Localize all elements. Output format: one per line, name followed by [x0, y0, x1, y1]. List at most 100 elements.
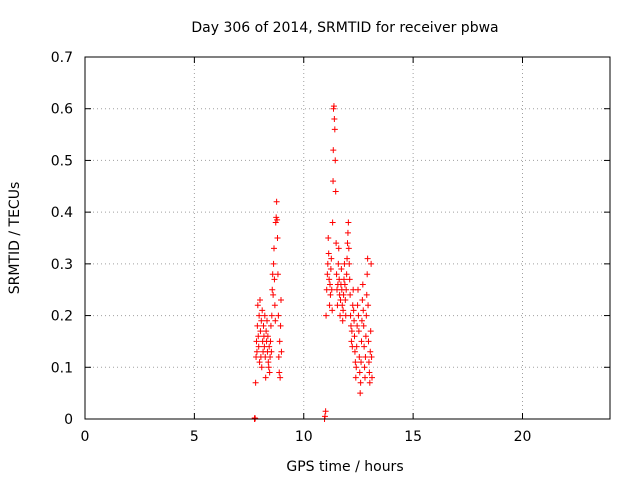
data-point: [267, 338, 274, 345]
data-point: [328, 286, 335, 293]
data-point: [261, 312, 268, 319]
data-point: [270, 260, 277, 267]
data-point: [347, 312, 354, 319]
x-tick-label: 10: [295, 429, 313, 445]
data-point: [262, 374, 269, 381]
data-point: [348, 322, 354, 329]
data-point: [266, 369, 273, 376]
data-point: [331, 116, 338, 123]
data-point: [365, 302, 372, 309]
data-point: [359, 297, 366, 304]
chart-title: Day 306 of 2014, SRMTID for receiver pbw…: [191, 20, 498, 36]
data-point: [274, 271, 281, 278]
data-point: [267, 322, 274, 329]
data-point: [277, 374, 284, 381]
data-point: [361, 364, 368, 371]
data-point: [253, 338, 260, 345]
data-point: [335, 245, 342, 252]
data-point: [329, 219, 336, 226]
data-point: [339, 302, 346, 309]
data-point: [358, 317, 365, 324]
data-point: [256, 359, 263, 366]
data-point: [360, 307, 367, 314]
data-point: [272, 219, 279, 226]
data-point: [338, 266, 345, 273]
y-tick-label: 0.3: [51, 257, 73, 273]
data-point: [321, 413, 328, 420]
data-point: [358, 338, 365, 345]
data-point: [265, 364, 272, 371]
data-point: [268, 348, 275, 355]
x-axis-label: GPS time / hours: [286, 459, 403, 475]
data-point: [254, 322, 261, 329]
grid: [85, 57, 610, 419]
data-point: [330, 103, 337, 110]
data-point: [330, 178, 337, 185]
data-point: [278, 348, 285, 355]
data-point: [271, 276, 278, 283]
data-point: [363, 291, 370, 298]
data-point: [324, 260, 331, 267]
data-point: [325, 235, 332, 241]
data-point: [340, 307, 347, 314]
data-point: [362, 353, 369, 360]
data-point: [325, 250, 332, 257]
data-point: [266, 343, 273, 350]
data-point: [364, 255, 371, 262]
data-point: [340, 291, 347, 298]
y-tick-labels: 0 0.1 0.2 0.3 0.4 0.5 0.6 0.7: [51, 50, 73, 428]
data-point: [255, 343, 262, 350]
data-point: [366, 369, 373, 376]
data-point: [365, 338, 372, 345]
data-point: [355, 312, 362, 319]
data-point: [367, 328, 374, 335]
data-point: [327, 281, 333, 288]
data-point: [358, 359, 365, 366]
data-point: [359, 281, 366, 288]
data-point: [326, 276, 333, 283]
data-point: [355, 328, 362, 335]
data-point: [344, 255, 351, 262]
data-point: [363, 312, 370, 319]
data-point: [257, 297, 263, 304]
data-point: [258, 364, 265, 371]
x-tick-label: 5: [190, 429, 199, 445]
data-point: [252, 379, 259, 386]
data-point: [351, 333, 358, 340]
data-point: [255, 333, 262, 340]
data-point: [272, 317, 279, 324]
data-point: [353, 364, 360, 371]
data-point: [268, 312, 275, 319]
data-point: [252, 415, 259, 422]
data-point: [344, 240, 351, 247]
data-point: [342, 297, 349, 304]
data-point: [273, 214, 280, 221]
data-point: [275, 312, 282, 319]
data-point: [353, 343, 360, 350]
data-point: [264, 317, 270, 324]
data-point: [350, 307, 357, 314]
x-tick-label: 0: [81, 429, 90, 445]
data-point: [362, 333, 369, 340]
data-point: [330, 147, 337, 154]
data-point: [354, 322, 361, 329]
data-point: [274, 235, 281, 241]
data-point: [260, 322, 267, 329]
y-tick-label: 0.2: [51, 309, 73, 325]
x-tick-label: 15: [404, 429, 422, 445]
data-point: [341, 281, 348, 288]
data-point: [356, 369, 363, 376]
data-point: [271, 245, 277, 252]
data-point: [267, 353, 274, 360]
axis-ticks: [84, 56, 610, 420]
data-point: [357, 390, 364, 397]
data-point: [257, 328, 264, 335]
data-point: [355, 286, 361, 293]
data-point: [278, 297, 284, 304]
data-point: [345, 245, 352, 252]
data-point: [351, 317, 358, 324]
data-point: [351, 348, 358, 355]
data-point: [360, 322, 367, 329]
data-point: [339, 317, 346, 324]
